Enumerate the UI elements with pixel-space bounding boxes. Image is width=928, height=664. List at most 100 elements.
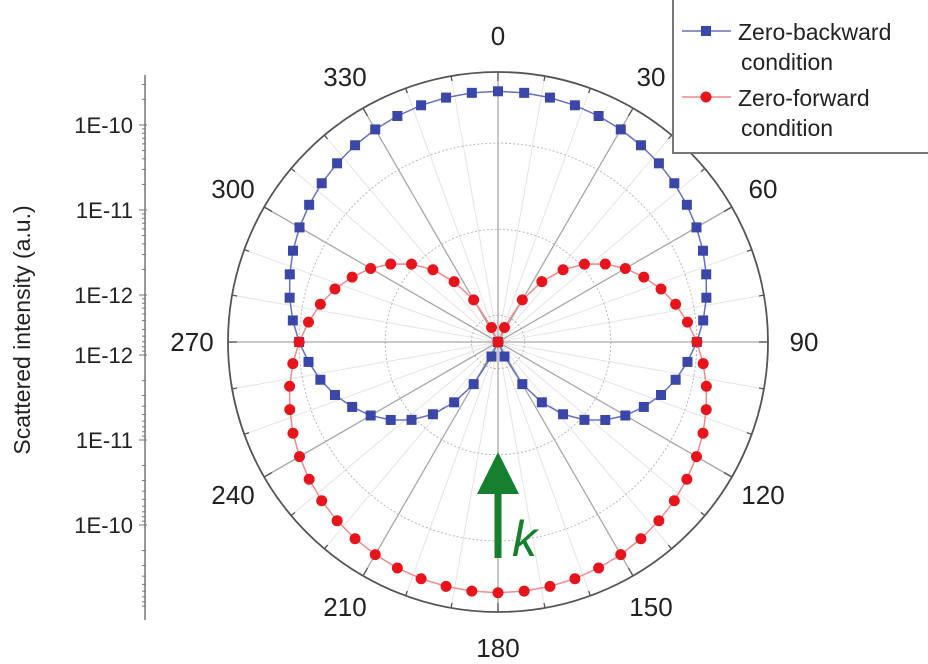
radial-tick-label: 1E-12 bbox=[74, 283, 133, 308]
radial-tick-label: 1E-12 bbox=[74, 343, 133, 368]
data-point-square bbox=[294, 222, 305, 233]
data-point-square bbox=[315, 374, 326, 385]
data-point-circle bbox=[284, 380, 296, 392]
minor-spoke bbox=[405, 341, 499, 596]
radial-axis-label: Scattered intensity (a.u.) bbox=[9, 205, 35, 454]
data-point-square bbox=[593, 110, 604, 121]
radial-tick-label: 1E-10 bbox=[74, 513, 133, 538]
data-point-square bbox=[406, 414, 417, 425]
data-point-circle bbox=[599, 258, 611, 270]
data-point-square bbox=[350, 140, 361, 151]
data-point-circle bbox=[668, 495, 680, 507]
data-point-circle bbox=[681, 473, 693, 485]
data-point-circle bbox=[331, 515, 343, 527]
angular-tick bbox=[450, 602, 453, 609]
angular-tick bbox=[723, 471, 733, 478]
angular-tick bbox=[746, 432, 752, 435]
data-point-circle bbox=[516, 294, 528, 306]
data-point-circle bbox=[655, 283, 667, 295]
legend-box bbox=[672, 0, 928, 154]
minor-spoke bbox=[497, 88, 591, 343]
angular-tick-labels: 0 30 60 90 120 150 180 210 240 270 300 330 bbox=[170, 21, 818, 663]
angular-tick bbox=[405, 590, 408, 596]
data-point-square bbox=[493, 86, 503, 97]
data-point-square bbox=[701, 269, 712, 280]
data-point-circle bbox=[670, 298, 682, 310]
angular-tick-label: 90 bbox=[790, 327, 819, 357]
data-point-square bbox=[638, 401, 649, 412]
data-point-circle bbox=[569, 573, 581, 585]
data-point-circle bbox=[653, 515, 665, 527]
data-point-circle bbox=[365, 262, 377, 274]
data-point-circle bbox=[557, 264, 569, 276]
data-point-square bbox=[347, 401, 358, 412]
data-point-circle bbox=[346, 271, 358, 283]
angular-tick-label: 270 bbox=[170, 327, 213, 357]
data-point-square bbox=[287, 245, 298, 256]
data-point-circle bbox=[448, 276, 460, 288]
legend-marker-square bbox=[701, 26, 711, 36]
data-point-circle bbox=[492, 587, 504, 599]
data-point-circle bbox=[681, 316, 693, 328]
data-point-square bbox=[670, 374, 681, 385]
data-point-circle bbox=[294, 451, 306, 463]
data-point-circle bbox=[314, 298, 326, 310]
angular-tick bbox=[323, 134, 329, 140]
data-point-square bbox=[441, 92, 452, 103]
data-point-square bbox=[682, 356, 693, 367]
minor-spoke bbox=[450, 341, 499, 608]
data-point-circle bbox=[440, 580, 452, 592]
data-point-circle bbox=[284, 404, 296, 416]
angular-tick bbox=[543, 75, 546, 82]
data-point-square bbox=[635, 140, 646, 151]
minor-spoke bbox=[497, 341, 591, 596]
angular-tick bbox=[244, 249, 250, 252]
data-point-circle bbox=[406, 258, 418, 270]
data-point-square bbox=[392, 110, 403, 121]
data-point-circle bbox=[486, 321, 498, 333]
minor-spoke bbox=[290, 341, 499, 516]
data-point-square bbox=[698, 245, 709, 256]
angular-tick-label: 150 bbox=[629, 592, 672, 622]
data-point-square bbox=[284, 292, 295, 303]
data-point-circle bbox=[690, 451, 702, 463]
angular-tick bbox=[263, 206, 273, 213]
minor-spoke bbox=[232, 294, 499, 343]
data-point-square bbox=[544, 92, 555, 103]
data-point-circle bbox=[498, 321, 510, 333]
angular-tick-label: 180 bbox=[476, 633, 519, 663]
data-point-circle bbox=[329, 283, 341, 295]
data-point-circle bbox=[385, 258, 397, 270]
minor-spoke bbox=[497, 341, 752, 435]
minor-spoke bbox=[405, 88, 499, 343]
data-point-square bbox=[486, 351, 497, 362]
angular-tick bbox=[667, 544, 673, 550]
minor-spoke bbox=[497, 341, 672, 550]
angular-tick bbox=[231, 387, 238, 390]
data-point-square bbox=[558, 409, 569, 420]
k-arrow-head bbox=[477, 452, 519, 494]
minor-spoke bbox=[497, 249, 752, 343]
k-label: k bbox=[512, 511, 540, 567]
angular-tick bbox=[450, 75, 453, 82]
data-point-square bbox=[499, 351, 510, 362]
angular-tick bbox=[588, 88, 591, 94]
angular-tick bbox=[667, 134, 673, 140]
angular-tick bbox=[231, 294, 238, 297]
angular-tick bbox=[627, 567, 634, 577]
data-point-square bbox=[653, 158, 664, 169]
angular-tick-label: 330 bbox=[323, 62, 366, 92]
minor-spoke bbox=[450, 76, 499, 343]
data-point-square bbox=[370, 124, 381, 135]
data-point-square bbox=[701, 292, 712, 303]
data-point-circle bbox=[635, 533, 647, 545]
angular-tick-label: 240 bbox=[211, 480, 254, 510]
minor-spoke bbox=[497, 341, 706, 516]
data-point-square bbox=[579, 414, 590, 425]
data-point-circle bbox=[391, 562, 403, 574]
radial-tick-label: 1E-11 bbox=[76, 198, 133, 223]
data-point-circle bbox=[615, 549, 627, 561]
angular-tick bbox=[323, 544, 329, 550]
data-point-square bbox=[332, 158, 343, 169]
